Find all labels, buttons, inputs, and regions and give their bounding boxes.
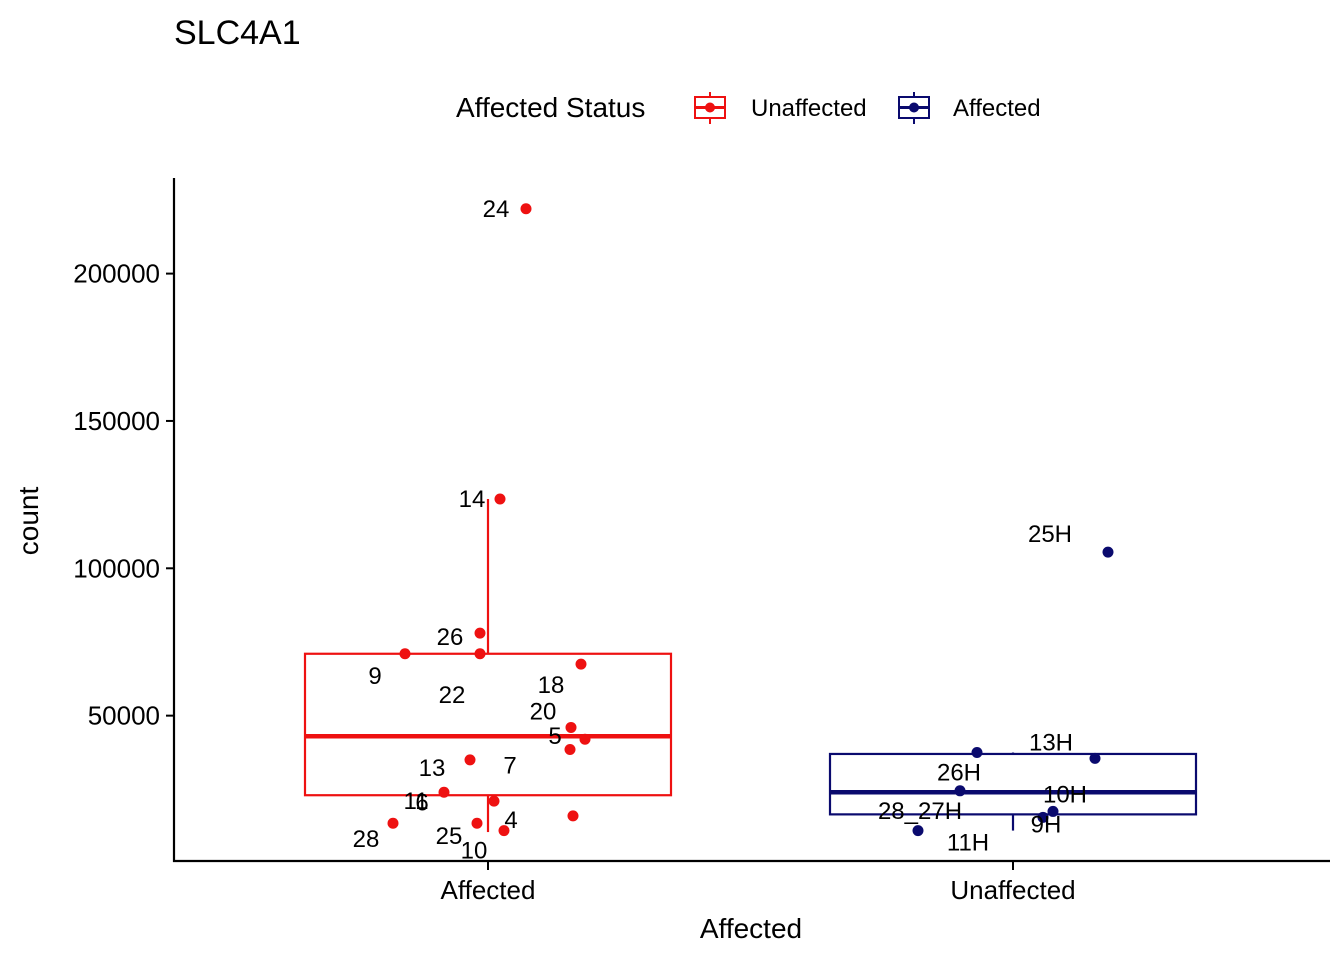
- data-point: [471, 817, 483, 829]
- data-point: [1047, 805, 1059, 817]
- point-label: 18: [538, 672, 565, 699]
- data-point: [387, 817, 399, 829]
- data-point: [565, 721, 577, 733]
- point-label: 26: [437, 624, 464, 651]
- point-label: 6: [415, 789, 428, 816]
- data-point: [564, 744, 576, 756]
- y-tick-label: 150000: [73, 406, 160, 436]
- data-point: [954, 785, 966, 797]
- point-label: 9: [368, 663, 381, 690]
- box: [303, 652, 673, 797]
- x-tick-label: Unaffected: [950, 875, 1075, 905]
- data-point: [464, 754, 476, 766]
- data-point: [399, 648, 411, 660]
- point-label: 25: [436, 823, 463, 850]
- x-ticks: Affected Unaffected: [441, 862, 1076, 905]
- y-tick-label: 50000: [88, 701, 160, 731]
- data-point: [1102, 546, 1114, 558]
- point-label: 10: [461, 838, 488, 865]
- y-tick-label: 100000: [73, 553, 160, 583]
- data-point: [1037, 811, 1049, 823]
- data-point: [438, 786, 450, 798]
- data-point: [498, 825, 510, 837]
- x-tick-label: Affected: [441, 875, 536, 905]
- y-ticks: 50000 100000 150000 200000: [73, 259, 174, 731]
- data-point: [474, 627, 486, 639]
- point-label: 11H: [947, 830, 989, 857]
- axes: [172, 178, 1330, 863]
- data-point: [912, 825, 924, 837]
- legend-label-affected: Affected: [953, 95, 1041, 122]
- data-point: [567, 810, 579, 822]
- data-point: [520, 203, 532, 215]
- point-label: 26H: [937, 759, 981, 786]
- legend-key-affected: [898, 92, 930, 124]
- point-label: 13: [419, 755, 446, 782]
- chart-title: SLC4A1: [174, 14, 301, 52]
- point-label: 28_27H: [878, 798, 962, 825]
- data-point: [971, 746, 983, 758]
- data-point: [474, 648, 486, 660]
- legend: Affected Status Unaffected Affected: [456, 92, 1041, 124]
- point-label: 9H: [1031, 811, 1062, 838]
- y-axis-title: count: [13, 487, 44, 556]
- data-point: [1089, 752, 1101, 764]
- legend-label-unaffected: Unaffected: [751, 95, 867, 122]
- point-label: 10H: [1043, 781, 1087, 808]
- point-label: 11: [404, 788, 429, 815]
- data-point: [575, 658, 587, 670]
- box: [828, 752, 1198, 816]
- point-label: 13H: [1029, 729, 1073, 756]
- y-tick-label: 200000: [73, 259, 160, 289]
- legend-title: Affected Status: [456, 92, 645, 123]
- point-label: 22: [439, 682, 466, 709]
- series-unaffected: 25H 13H 26H 10H 28_27H 9H 11H: [828, 521, 1198, 857]
- point-label: 5: [548, 723, 561, 750]
- legend-key-unaffected: [694, 92, 726, 124]
- data-point: [488, 795, 500, 807]
- point-label: 20: [530, 698, 557, 725]
- point-label: 7: [503, 753, 516, 780]
- data-point: [494, 493, 506, 505]
- point-label: 25H: [1028, 521, 1072, 548]
- point-label: 28: [353, 826, 380, 853]
- point-label: 24: [483, 196, 510, 223]
- x-axis-title: Affected: [700, 913, 802, 944]
- point-label: 14: [459, 486, 486, 513]
- data-point: [579, 733, 591, 745]
